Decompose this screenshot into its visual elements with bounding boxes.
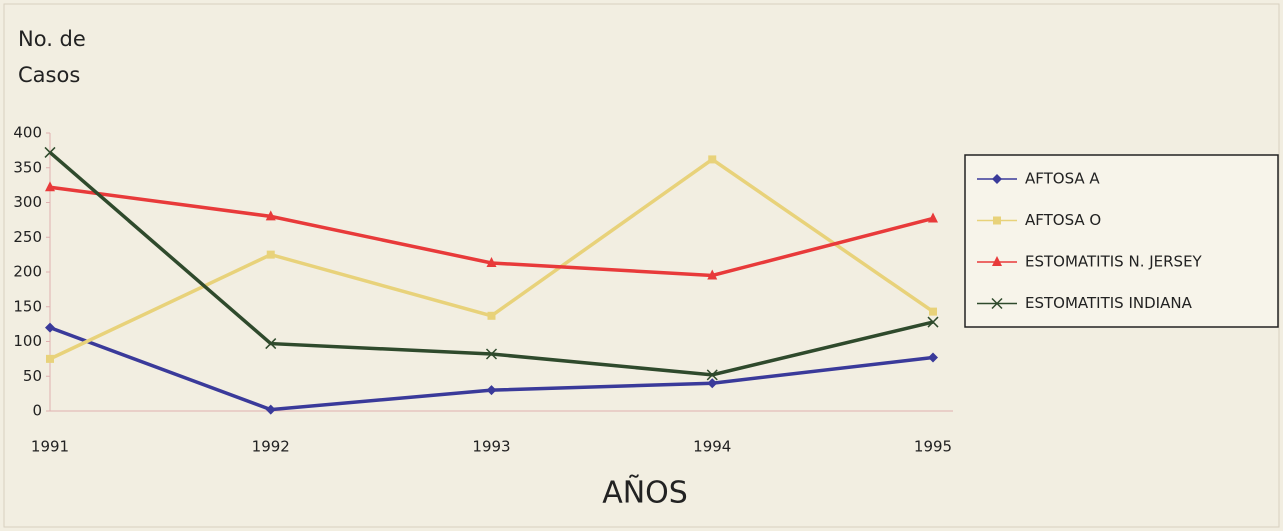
marker — [928, 212, 938, 223]
marker — [44, 146, 56, 158]
y-axis-label: No. de — [18, 27, 86, 51]
x-tick-label: 1992 — [252, 438, 290, 456]
marker — [265, 338, 277, 350]
y-tick-label: 300 — [13, 193, 42, 211]
y-tick-label: 150 — [13, 297, 42, 315]
legend-label: AFTOSA O — [1025, 211, 1101, 229]
legend-marker — [991, 297, 1003, 310]
marker — [45, 322, 55, 333]
marker — [266, 250, 275, 259]
marker — [265, 210, 276, 221]
legend-marker — [992, 174, 1002, 184]
y-tick-label: 100 — [13, 332, 42, 350]
x-tick-label: 1991 — [31, 438, 69, 456]
marker — [927, 316, 939, 328]
x-tick-label: 1995 — [914, 438, 952, 456]
marker — [929, 307, 937, 316]
chart-frame — [3, 3, 1280, 528]
y-tick-label: 250 — [13, 228, 42, 246]
marker — [265, 404, 276, 415]
y-tick-label: 0 — [32, 402, 42, 420]
x-tick-label: 1993 — [472, 438, 510, 456]
y-axis-label: Casos — [18, 63, 80, 87]
y-tick-label: 50 — [23, 367, 42, 385]
series-line — [49, 325, 934, 412]
legend-label: AFTOSA A — [1025, 170, 1100, 188]
y-tick-label: 350 — [13, 158, 42, 176]
marker — [485, 348, 498, 360]
y-tick-label: 400 — [13, 124, 42, 142]
marker — [486, 385, 497, 396]
marker — [46, 354, 54, 363]
marker — [45, 181, 55, 192]
legend-label: ESTOMATITIS INDIANA — [1025, 294, 1193, 312]
legend-label: ESTOMATITIS N. JERSEY — [1025, 253, 1203, 271]
marker — [707, 269, 718, 280]
marker — [708, 155, 717, 164]
legend-marker — [992, 256, 1002, 266]
legend-marker — [993, 216, 1001, 225]
y-tick-label: 200 — [13, 263, 42, 281]
marker — [928, 352, 938, 363]
marker — [487, 311, 496, 320]
x-axis-label: AÑOS — [602, 475, 688, 511]
legend-box — [964, 154, 1279, 328]
marker — [707, 378, 718, 389]
x-tick-label: 1994 — [693, 438, 731, 456]
marker — [486, 256, 497, 267]
marker — [706, 369, 718, 381]
